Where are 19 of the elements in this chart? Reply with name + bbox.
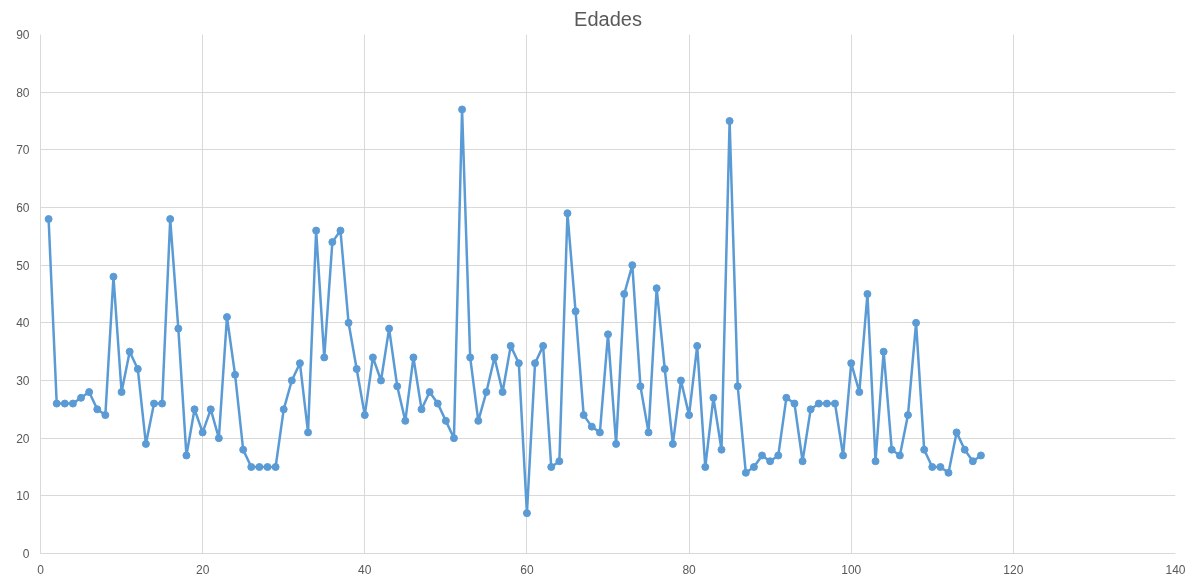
x-tick-label: 120 — [1003, 562, 1024, 577]
x-tick-label: 0 — [37, 562, 45, 577]
y-tick-label: 60 — [16, 201, 30, 215]
y-tick-label: 20 — [16, 431, 30, 446]
y-tick-label: 30 — [16, 374, 30, 388]
y-tick-label: 90 — [16, 28, 30, 42]
y-tick-label: 70 — [16, 143, 30, 158]
y-tick-label: 80 — [16, 85, 30, 100]
y-tick-label: 50 — [16, 258, 30, 273]
y-tick-label: 40 — [16, 316, 30, 331]
x-tick-label: 140 — [1165, 562, 1186, 577]
y-tick-label: 0 — [22, 547, 30, 561]
x-tick-label: 40 — [358, 562, 372, 577]
x-tick-label: 100 — [841, 562, 862, 577]
chart-title: Edades — [574, 7, 642, 30]
y-tick-label: 10 — [16, 489, 30, 504]
x-tick-label: 20 — [195, 562, 210, 577]
x-tick-label: 80 — [682, 562, 697, 577]
x-tick-label: 60 — [520, 562, 534, 577]
